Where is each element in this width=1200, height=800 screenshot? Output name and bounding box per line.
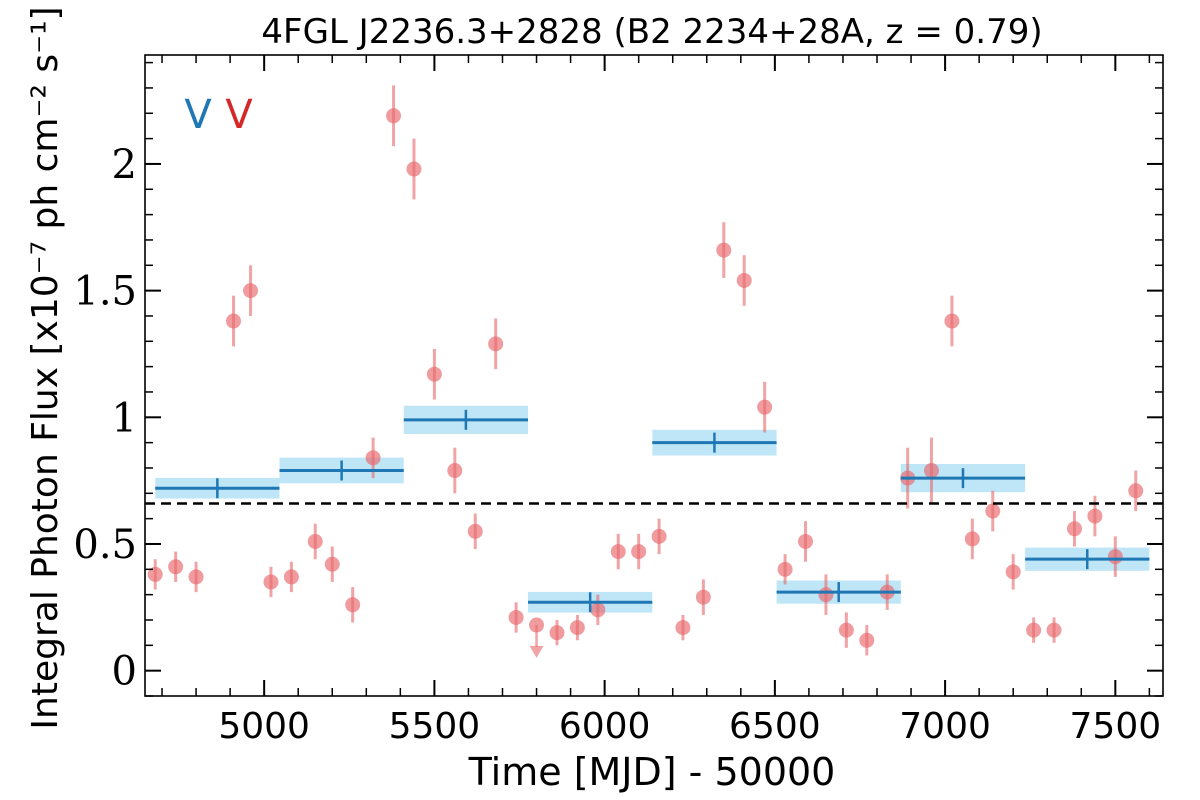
axis-ticks	[145, 55, 1163, 697]
chart-title: 4FGL J2236.3+2828 (B2 2234+28A, z = 0.79…	[261, 12, 1042, 52]
data-point	[838, 622, 854, 638]
data-point	[1128, 483, 1144, 499]
data-point	[549, 625, 565, 641]
x-tick-labels: 5000 5500 6000 6500 7000 7500	[218, 706, 1161, 747]
data-point	[923, 463, 939, 479]
data-point	[447, 463, 463, 479]
block-lines-layer	[155, 409, 1150, 613]
data-point	[488, 336, 504, 352]
data-point	[631, 544, 647, 560]
annotation-v: V	[225, 92, 253, 138]
data-point	[386, 108, 402, 124]
data-point	[188, 569, 204, 585]
data-point	[777, 561, 793, 577]
y-axis-label: Integral Photon Flux [x10⁻⁷ ph cm⁻² s⁻¹]	[25, 6, 66, 729]
upper-limit-arrow	[529, 645, 544, 658]
data-point	[1046, 622, 1062, 638]
block-bands-layer	[155, 405, 1150, 613]
data-point	[964, 531, 980, 547]
y-tick-labels: 0 0.5 1 1.5 2	[73, 142, 137, 695]
plot-frame	[144, 54, 1164, 697]
x-tick-label: 6500	[729, 706, 821, 747]
data-point	[147, 566, 163, 582]
x-axis-label: Time [MJD] - 50000	[468, 750, 836, 794]
data-point	[168, 559, 184, 575]
data-point	[695, 589, 711, 605]
data-point	[818, 587, 834, 603]
data-point	[345, 597, 361, 613]
data-point	[243, 283, 259, 299]
x-tick-label: 7500	[1070, 706, 1162, 747]
data-point	[324, 556, 340, 572]
x-tick-label: 5000	[218, 706, 310, 747]
data-point	[651, 528, 667, 544]
data-point	[569, 620, 585, 636]
data-point	[365, 450, 381, 466]
data-point	[675, 620, 691, 636]
data-point	[226, 313, 242, 329]
data-point	[1066, 521, 1082, 537]
y-tick-label: 0	[112, 649, 137, 695]
x-tick-label: 5500	[389, 706, 481, 747]
y-tick-label: 1.5	[73, 269, 137, 315]
data-point	[859, 632, 875, 648]
data-point	[406, 161, 422, 177]
y-tick-label: 2	[112, 142, 137, 188]
data-point	[1005, 564, 1021, 580]
data-point	[716, 242, 732, 258]
data-point	[944, 313, 960, 329]
data-point	[1087, 508, 1103, 524]
x-tick-label: 7000	[899, 706, 991, 747]
data-point	[757, 399, 773, 415]
y-tick-label: 0.5	[73, 522, 137, 568]
data-point	[283, 569, 299, 585]
data-point	[508, 609, 524, 625]
data-point	[263, 574, 279, 590]
data-point	[798, 533, 814, 549]
data-point	[1026, 622, 1042, 638]
data-point	[1107, 549, 1123, 565]
data-point	[467, 523, 483, 539]
data-point	[736, 272, 752, 288]
data-point	[610, 544, 626, 560]
data-point	[426, 366, 442, 382]
data-point	[985, 503, 1001, 519]
x-tick-label: 6000	[559, 706, 651, 747]
annotation-v: V	[184, 92, 212, 138]
data-point	[307, 533, 323, 549]
y-tick-label: 1	[112, 395, 137, 441]
data-point	[590, 602, 606, 618]
data-points-layer	[147, 85, 1144, 658]
